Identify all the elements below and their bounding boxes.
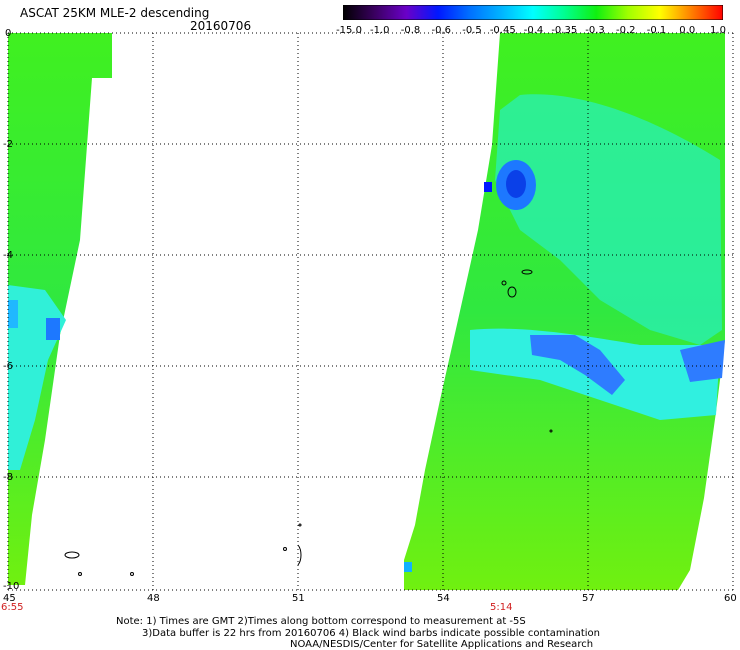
y-axis-ticks: 0 -2 -4 -6 -8 -10 xyxy=(3,28,19,592)
colorbar-label: -0.8 xyxy=(400,25,421,36)
colorbar-label: -0.35 xyxy=(551,25,578,36)
x-tick: 45 xyxy=(3,593,16,604)
colorbar-label: -1.0 xyxy=(369,25,390,36)
colorbar-label: -0.4 xyxy=(523,25,544,36)
colorbar xyxy=(343,5,723,20)
lon-lat-grid xyxy=(7,32,734,591)
colorbar-label: -0.3 xyxy=(585,25,605,36)
x-axis-ticks: 45 48 51 54 57 60 xyxy=(3,593,737,604)
colorbar-label: -0.45 xyxy=(489,25,516,36)
y-tick: 0 xyxy=(5,28,11,39)
colorbar-label: -0.6 xyxy=(431,25,452,36)
colorbar-label: 0.0 xyxy=(679,25,696,36)
footnote-line-3: NOAA/NESDIS/Center for Satellite Applica… xyxy=(290,639,594,650)
x-tick: 60 xyxy=(724,593,737,604)
colorbar-gradient xyxy=(343,5,723,20)
right-swath-blue-band xyxy=(680,340,725,382)
colorbar-label: -15.0 xyxy=(336,25,362,36)
footnote-line-1: Note: 1) Times are GMT 2)Times along bot… xyxy=(116,616,526,627)
right-swath-time: 5:14 xyxy=(490,602,512,613)
left-swath-time: 6:55 xyxy=(1,602,23,613)
right-swath-cyan-band xyxy=(495,94,722,345)
right-swath-cyan-pixel xyxy=(404,562,412,572)
left-swath-blue-patch xyxy=(8,300,18,328)
left-swath-blue-patch xyxy=(46,318,60,340)
map-title: ASCAT 25KM MLE-2 descending xyxy=(20,6,210,20)
right-swath-dark-spot xyxy=(506,170,526,198)
y-tick: -4 xyxy=(3,250,13,261)
colorbar-label: 1.0 xyxy=(710,25,726,36)
islands xyxy=(64,269,553,576)
y-tick: -8 xyxy=(3,472,13,483)
right-swath-dark-pixel xyxy=(484,182,492,192)
y-tick: -10 xyxy=(3,581,19,592)
left-swath xyxy=(8,33,112,585)
map-date: 20160706 xyxy=(190,19,252,33)
y-tick: -2 xyxy=(3,139,13,150)
y-tick: -6 xyxy=(3,361,13,372)
x-tick: 54 xyxy=(437,593,450,604)
colorbar-label: -0.5 xyxy=(462,25,482,36)
right-swath-blue-band xyxy=(530,335,625,395)
x-tick: 51 xyxy=(292,593,305,604)
x-tick: 57 xyxy=(582,593,595,604)
footnote-line-2: 3)Data buffer is 22 hrs from 20160706 4)… xyxy=(142,628,600,639)
colorbar-label: -0.1 xyxy=(646,25,667,36)
colorbar-label: -0.2 xyxy=(615,25,636,36)
x-tick: 48 xyxy=(147,593,160,604)
